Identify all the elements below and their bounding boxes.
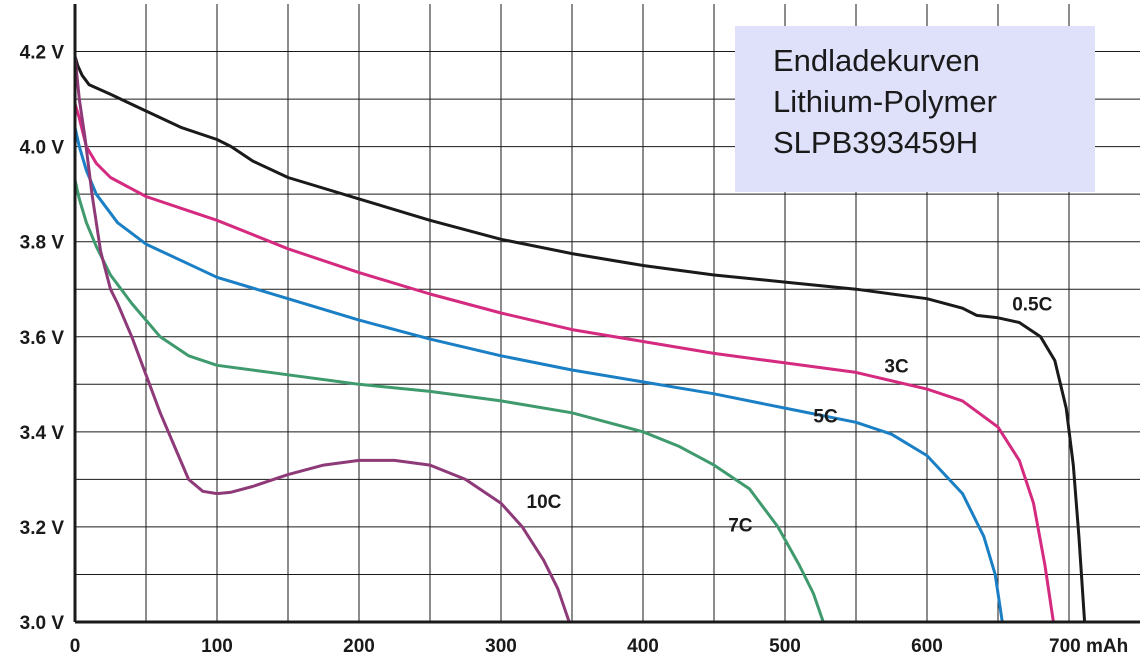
x-tick-label: 400 — [627, 636, 659, 657]
x-tick-label: 500 — [769, 636, 801, 657]
y-tick-label: 4.0 V — [20, 138, 65, 159]
chart-title-box: Endladekurven Lithium-Polymer SLPB393459… — [735, 26, 1095, 192]
x-axis-ticks: 0 100 200 300 400 500 600 700 mAh — [70, 636, 1128, 657]
x-tick-label: 100 — [201, 636, 233, 657]
chart-title-line-1: Endladekurven — [773, 43, 980, 78]
series-label: 0.5C — [1012, 295, 1052, 316]
y-axis-ticks: 3.0 V 3.2 V 3.4 V 3.6 V 3.8 V 4.0 V 4.2 V — [20, 43, 65, 634]
x-tick-label: 600 — [911, 636, 943, 657]
y-tick-label: 4.2 V — [20, 43, 65, 64]
y-tick-label: 3.6 V — [20, 328, 65, 349]
y-tick-label: 3.4 V — [20, 423, 65, 444]
x-tick-label: 700 mAh — [1049, 636, 1128, 657]
x-tick-label: 300 — [485, 636, 517, 657]
series-label: 5C — [813, 406, 838, 427]
series-line-3c — [73, 103, 1055, 623]
x-tick-label: 200 — [343, 636, 375, 657]
series-line-5c — [73, 127, 1004, 623]
chart-title-line-2: Lithium-Polymer — [773, 84, 997, 119]
series-label: 3C — [884, 356, 909, 377]
chart-title-line-3: SLPB393459H — [773, 125, 979, 160]
y-tick-label: 3.8 V — [20, 233, 65, 254]
series-line-10c — [73, 56, 571, 623]
y-tick-label: 3.2 V — [20, 518, 65, 539]
series-line-0-5c — [73, 55, 1087, 623]
axis-frame — [73, 4, 1140, 624]
series-line-7c — [73, 179, 825, 623]
series-labels: 0.5C 3C 5C 7C 10C — [527, 295, 1053, 537]
series-label: 10C — [527, 492, 562, 513]
y-tick-label: 3.0 V — [20, 613, 65, 634]
series-label: 7C — [728, 516, 753, 537]
x-tick-label: 0 — [70, 636, 81, 657]
series-layer — [73, 55, 1087, 623]
